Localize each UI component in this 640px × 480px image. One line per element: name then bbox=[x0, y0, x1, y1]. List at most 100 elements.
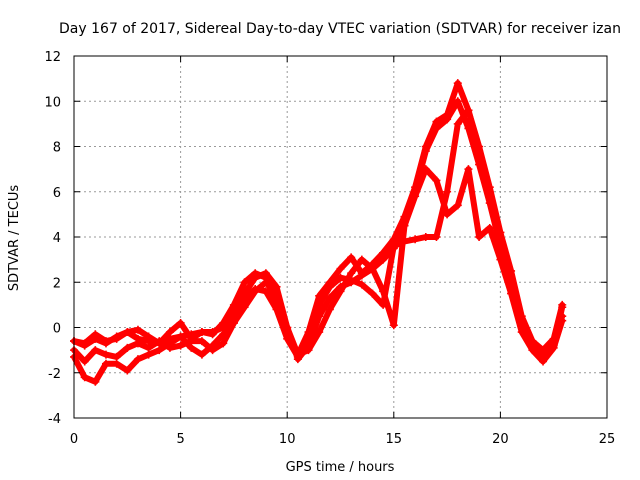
y-axis-label: SDTVAR / TECUs bbox=[7, 185, 22, 292]
data-point bbox=[453, 201, 462, 210]
data-point bbox=[240, 303, 249, 312]
grid bbox=[74, 56, 607, 418]
data-point bbox=[219, 318, 228, 327]
data-point bbox=[133, 325, 142, 334]
data-point bbox=[400, 212, 409, 221]
data-point bbox=[165, 328, 174, 337]
data-point bbox=[432, 176, 441, 185]
x-tick-label: 25 bbox=[599, 432, 616, 447]
y-tick-label: 8 bbox=[53, 141, 61, 156]
data-point bbox=[347, 253, 356, 262]
y-tick-label: 10 bbox=[44, 95, 61, 110]
data-point bbox=[176, 332, 185, 341]
data-point bbox=[208, 330, 217, 339]
data-point bbox=[517, 318, 526, 327]
data-point bbox=[176, 318, 185, 327]
y-tick-label: 4 bbox=[53, 231, 61, 246]
data-point bbox=[432, 233, 441, 241]
tick-layer: 0 5 10 15 20 25 -4 -2 0 2 4 6 8 10 12 bbox=[44, 50, 615, 447]
data-point bbox=[464, 106, 473, 115]
data-point bbox=[496, 255, 505, 264]
data-point bbox=[432, 117, 441, 126]
data-point bbox=[368, 260, 377, 269]
data-point bbox=[558, 300, 567, 309]
data-point bbox=[208, 341, 217, 350]
data-point bbox=[496, 233, 505, 241]
x-tick-label: 15 bbox=[386, 432, 403, 447]
data-point bbox=[475, 147, 484, 156]
data-point bbox=[251, 269, 260, 278]
data-point bbox=[347, 269, 356, 278]
x-axis-label: GPS time / hours bbox=[286, 460, 395, 475]
data-point bbox=[144, 337, 153, 346]
data-point bbox=[379, 287, 388, 296]
data-point bbox=[336, 264, 345, 273]
data-point bbox=[549, 343, 558, 352]
data-point bbox=[421, 233, 430, 241]
data-point bbox=[91, 346, 100, 355]
data-point bbox=[357, 280, 366, 289]
data-point bbox=[123, 328, 132, 337]
y-tick-label: -2 bbox=[48, 367, 61, 382]
series-trace-c bbox=[70, 165, 567, 386]
data-point bbox=[283, 330, 292, 339]
data-point bbox=[101, 337, 110, 346]
data-point bbox=[443, 187, 452, 196]
data-point bbox=[272, 300, 281, 309]
data-point bbox=[475, 233, 484, 241]
data-point bbox=[155, 346, 164, 355]
data-point bbox=[315, 328, 324, 337]
data-point bbox=[133, 355, 142, 364]
y-tick-label: -4 bbox=[48, 412, 61, 427]
data-point bbox=[112, 352, 121, 361]
data-point bbox=[325, 278, 334, 287]
data-point bbox=[357, 255, 366, 264]
data-point bbox=[197, 350, 206, 359]
data-point bbox=[539, 357, 548, 366]
data-point bbox=[325, 305, 334, 314]
data-point bbox=[304, 328, 313, 337]
data-point bbox=[80, 357, 89, 366]
data-point bbox=[293, 350, 302, 359]
data-point bbox=[389, 321, 398, 330]
data-point bbox=[91, 377, 100, 386]
chart-title: Day 167 of 2017, Sidereal Day-to-day VTE… bbox=[59, 21, 621, 37]
data-point bbox=[325, 294, 334, 303]
x-tick-label: 0 bbox=[70, 432, 78, 447]
data-point bbox=[240, 278, 249, 287]
data-point bbox=[304, 346, 313, 355]
data-layer bbox=[70, 79, 567, 386]
data-point bbox=[91, 330, 100, 339]
data-point bbox=[112, 334, 121, 343]
y-tick-label: 12 bbox=[44, 50, 61, 65]
data-point bbox=[229, 300, 238, 309]
data-point bbox=[485, 187, 494, 196]
data-point bbox=[101, 350, 110, 359]
data-point bbox=[411, 183, 420, 192]
data-point bbox=[176, 341, 185, 350]
data-point bbox=[336, 287, 345, 296]
data-point bbox=[528, 346, 537, 355]
data-point bbox=[421, 142, 430, 151]
data-point bbox=[112, 359, 121, 368]
data-point bbox=[123, 343, 132, 352]
x-tick-label: 20 bbox=[492, 432, 509, 447]
data-point bbox=[368, 289, 377, 298]
data-point bbox=[101, 359, 110, 368]
data-point bbox=[549, 334, 558, 343]
data-point bbox=[219, 339, 228, 348]
data-point bbox=[197, 328, 206, 337]
data-point bbox=[443, 110, 452, 119]
data-point bbox=[187, 334, 196, 343]
data-point bbox=[389, 235, 398, 244]
data-point bbox=[144, 350, 153, 359]
data-point bbox=[251, 287, 260, 296]
data-point bbox=[187, 343, 196, 352]
data-point bbox=[485, 223, 494, 232]
data-point bbox=[165, 339, 174, 348]
data-point bbox=[336, 273, 345, 282]
data-point bbox=[453, 79, 462, 88]
data-point bbox=[528, 337, 537, 346]
data-point bbox=[197, 337, 206, 346]
